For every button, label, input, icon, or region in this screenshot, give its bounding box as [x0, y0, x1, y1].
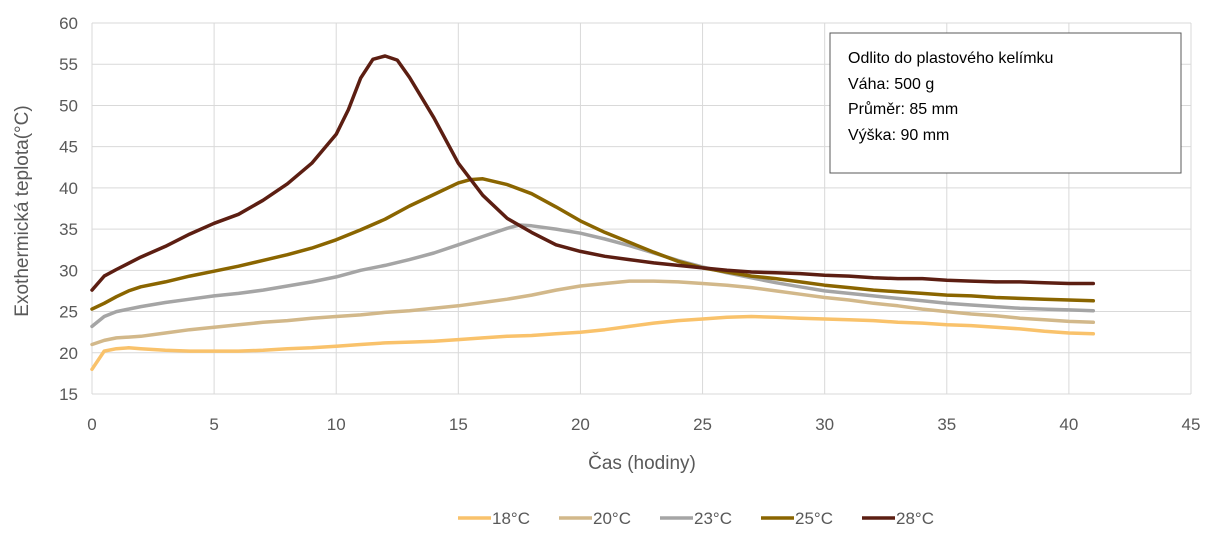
annotation-line-4: Výška: 90 mm	[848, 127, 949, 144]
legend-label-1: 20°C	[593, 509, 631, 528]
series-line-3	[90, 177, 1096, 311]
y-tick-label: 15	[59, 385, 78, 404]
series-line-1	[90, 279, 1096, 347]
y-tick-label: 20	[59, 344, 78, 363]
y-axis-title: Exothermická teplota(°C)	[12, 105, 33, 316]
annotation-box: Odlito do plastového kelímku Váha: 500 g…	[829, 32, 1182, 174]
x-tick-label: 5	[209, 415, 218, 434]
x-tick-label: 35	[937, 415, 956, 434]
x-axis-title: Čas (hodiny)	[588, 452, 696, 474]
y-tick-label: 55	[59, 55, 78, 74]
y-tick-label: 30	[59, 261, 78, 280]
series-lines	[90, 54, 1096, 372]
legend-label-2: 23°C	[694, 509, 732, 528]
x-tick-label: 0	[87, 415, 96, 434]
legend: 18°C 20°C 23°C 25°C 28°C	[458, 509, 934, 528]
y-tick-label: 45	[59, 138, 78, 157]
x-tick-label: 20	[571, 415, 590, 434]
series-line-0	[90, 314, 1096, 372]
x-tick-label: 40	[1059, 415, 1078, 434]
x-tick-label: 25	[693, 415, 712, 434]
legend-label-0: 18°C	[492, 509, 530, 528]
annotation-line-2: Váha: 500 g	[848, 76, 934, 93]
x-axis-ticks: 0 5 10 15 20 25 30 35 40 45	[87, 415, 1200, 434]
gridlines	[91, 22, 1192, 395]
x-tick-label: 10	[327, 415, 346, 434]
annotation-line-1: Odlito do plastového kelímku	[848, 50, 1053, 67]
series-line-4	[90, 54, 1096, 292]
y-axis-ticks: 15 20 25 30 35 40 45 50 55 60	[59, 14, 78, 404]
x-tick-label: 45	[1182, 415, 1201, 434]
y-tick-label: 25	[59, 303, 78, 322]
annotation-line-3: Průměr: 85 mm	[848, 100, 958, 118]
x-tick-label: 15	[449, 415, 468, 434]
y-tick-label: 60	[59, 14, 78, 33]
series-line-2	[90, 223, 1096, 329]
y-tick-label: 40	[59, 179, 78, 198]
legend-label-4: 28°C	[896, 509, 934, 528]
x-tick-label: 30	[815, 415, 834, 434]
legend-label-3: 25°C	[795, 509, 833, 528]
y-tick-label: 35	[59, 220, 78, 239]
y-tick-label: 50	[59, 96, 78, 115]
